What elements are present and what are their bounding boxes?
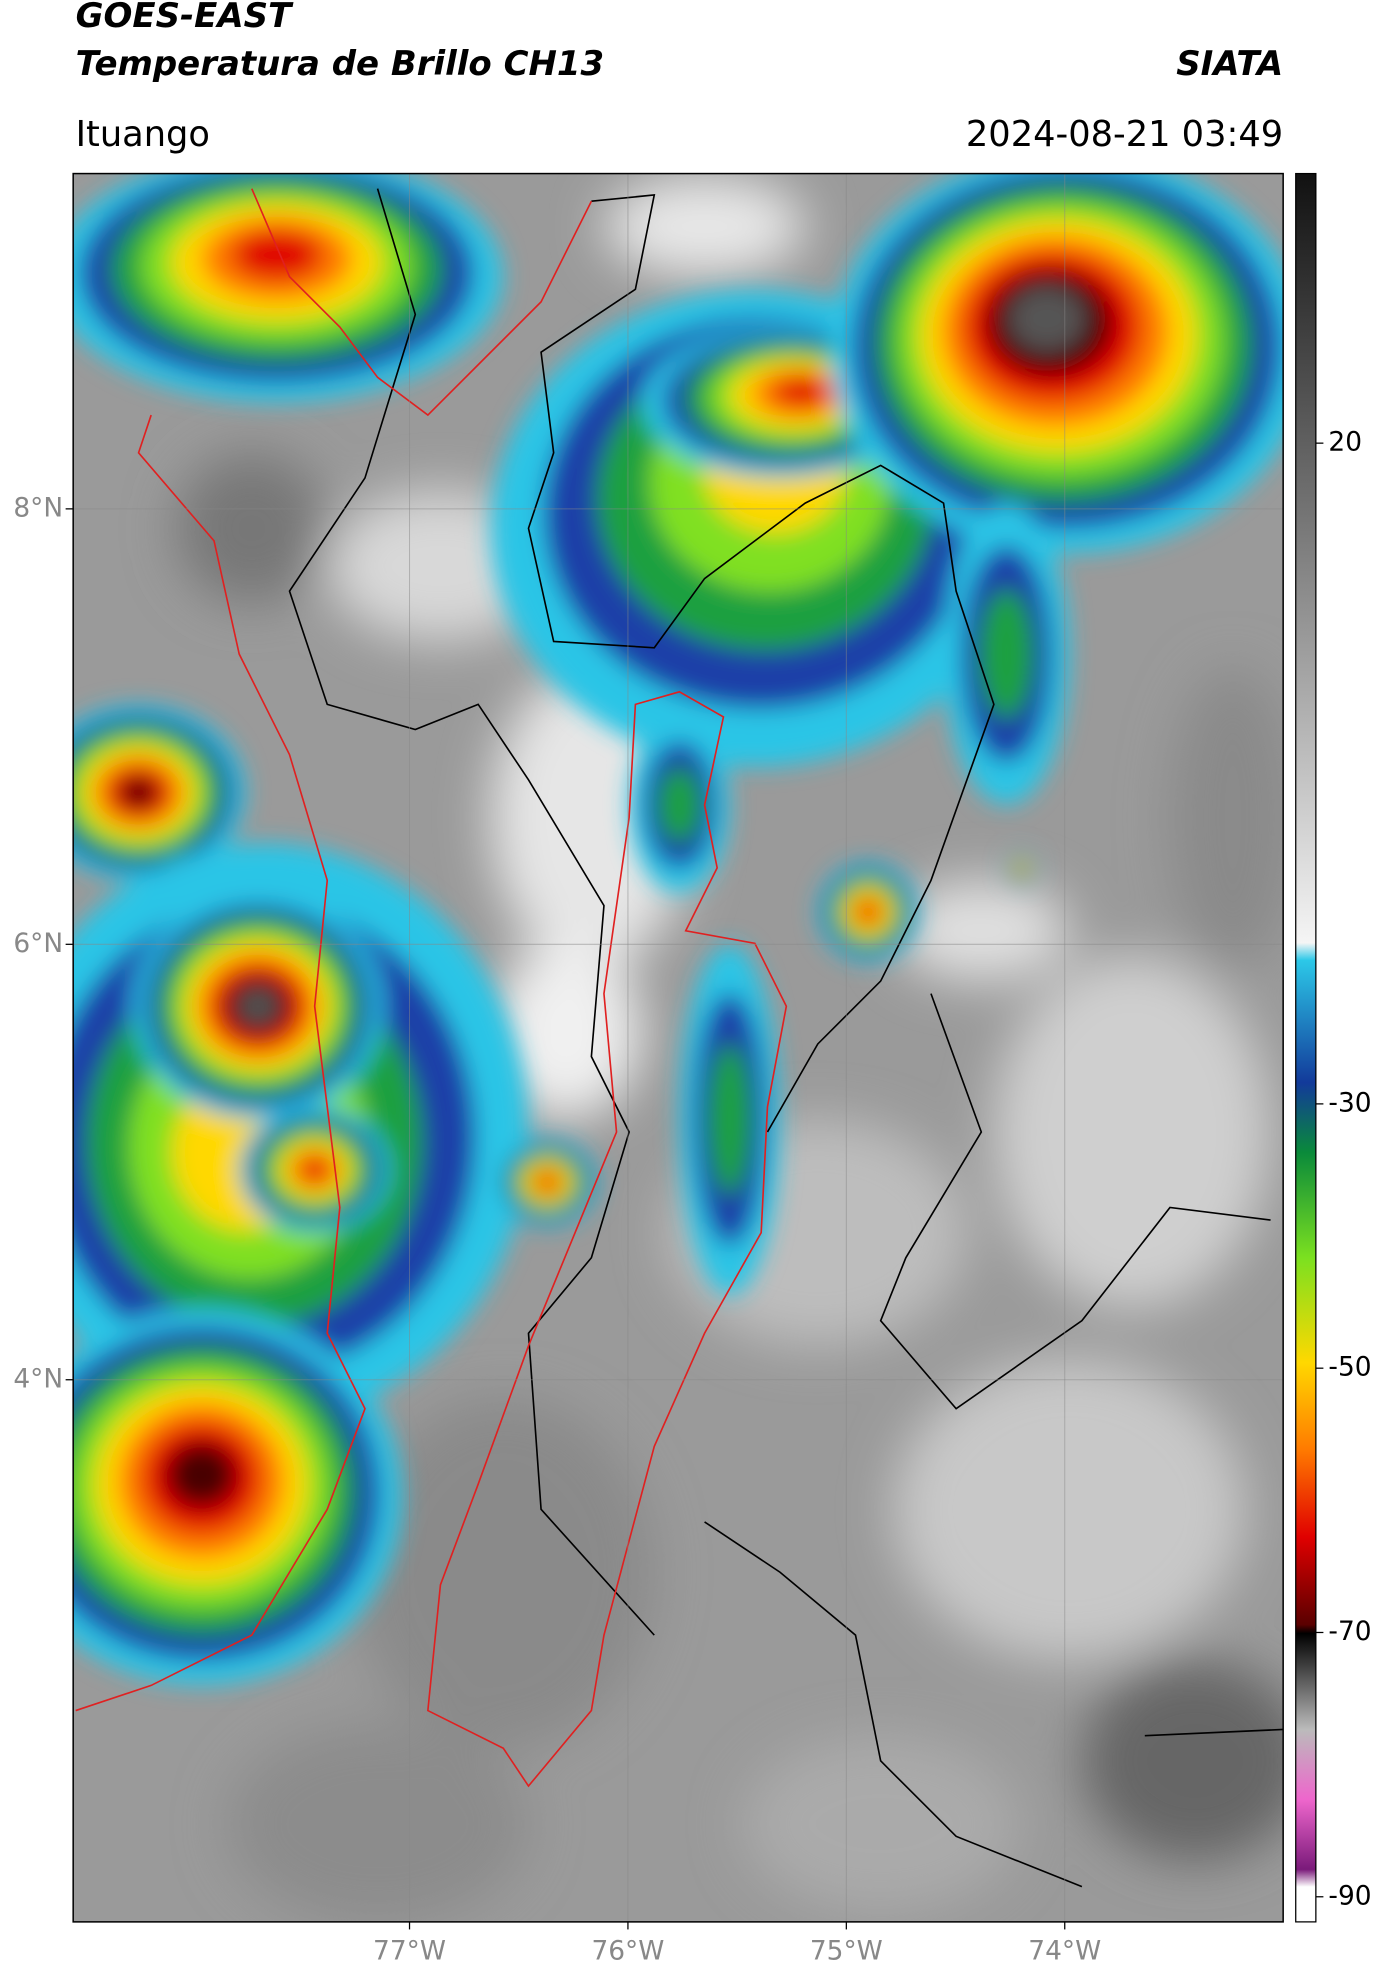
cloud-texture [176,452,328,604]
lat-tick-label: 8°N [13,492,63,523]
cloud-texture [1081,1660,1284,1862]
storm-cell [858,901,879,922]
storm-cell [1018,864,1025,871]
title: GOES-EAST [76,0,294,36]
storm-cell [979,589,1034,719]
cloud-texture [1169,666,1284,969]
lon-tick-label: 77°W [373,1936,446,1967]
colorbar-tick-label: -90 [1328,1880,1371,1911]
lat-tick-label: 4°N [13,1363,63,1394]
lon-tick-label: 76°W [591,1936,664,1967]
lon-tick-label: 74°W [1028,1936,1101,1967]
colorbar-tick-label: -50 [1328,1352,1371,1383]
storm-cell [238,988,278,1025]
storm-cell [165,1441,237,1509]
colorbar-tick-label: -30 [1328,1087,1371,1118]
storm-cell [537,1173,558,1192]
cloud-texture [490,943,642,1120]
lat-tick-label: 6°N [13,928,63,959]
cloud-texture [742,1735,1020,1912]
lon-tick-label: 75°W [810,1936,883,1967]
source: SIATA [1176,44,1283,84]
timestamp: 2024-08-21 03:49 [966,114,1283,155]
cloud-texture [993,955,1271,1309]
colorbar-tick-label: -70 [1328,1616,1371,1647]
storm-cell [708,1043,752,1195]
map-frame [72,172,1284,1923]
cloud-texture [352,1396,655,1749]
storm-cell [119,776,158,808]
storm-cell [231,229,323,281]
cloud-texture [226,1723,529,1922]
subtitle: Temperatura de Brillo CH13 [76,44,604,84]
storm-cell [1009,286,1085,351]
cloud-texture [893,1358,1246,1661]
cloud-texture [893,880,1070,982]
storm-cell [657,767,701,843]
cloud-texture [603,176,806,277]
colorbar-tick-label: 20 [1328,427,1362,458]
satellite-image [73,173,1284,1922]
location: Ituango [76,114,210,155]
storm-cell [299,1157,330,1183]
colorbar [1295,172,1317,1923]
storm-cell [773,376,830,407]
